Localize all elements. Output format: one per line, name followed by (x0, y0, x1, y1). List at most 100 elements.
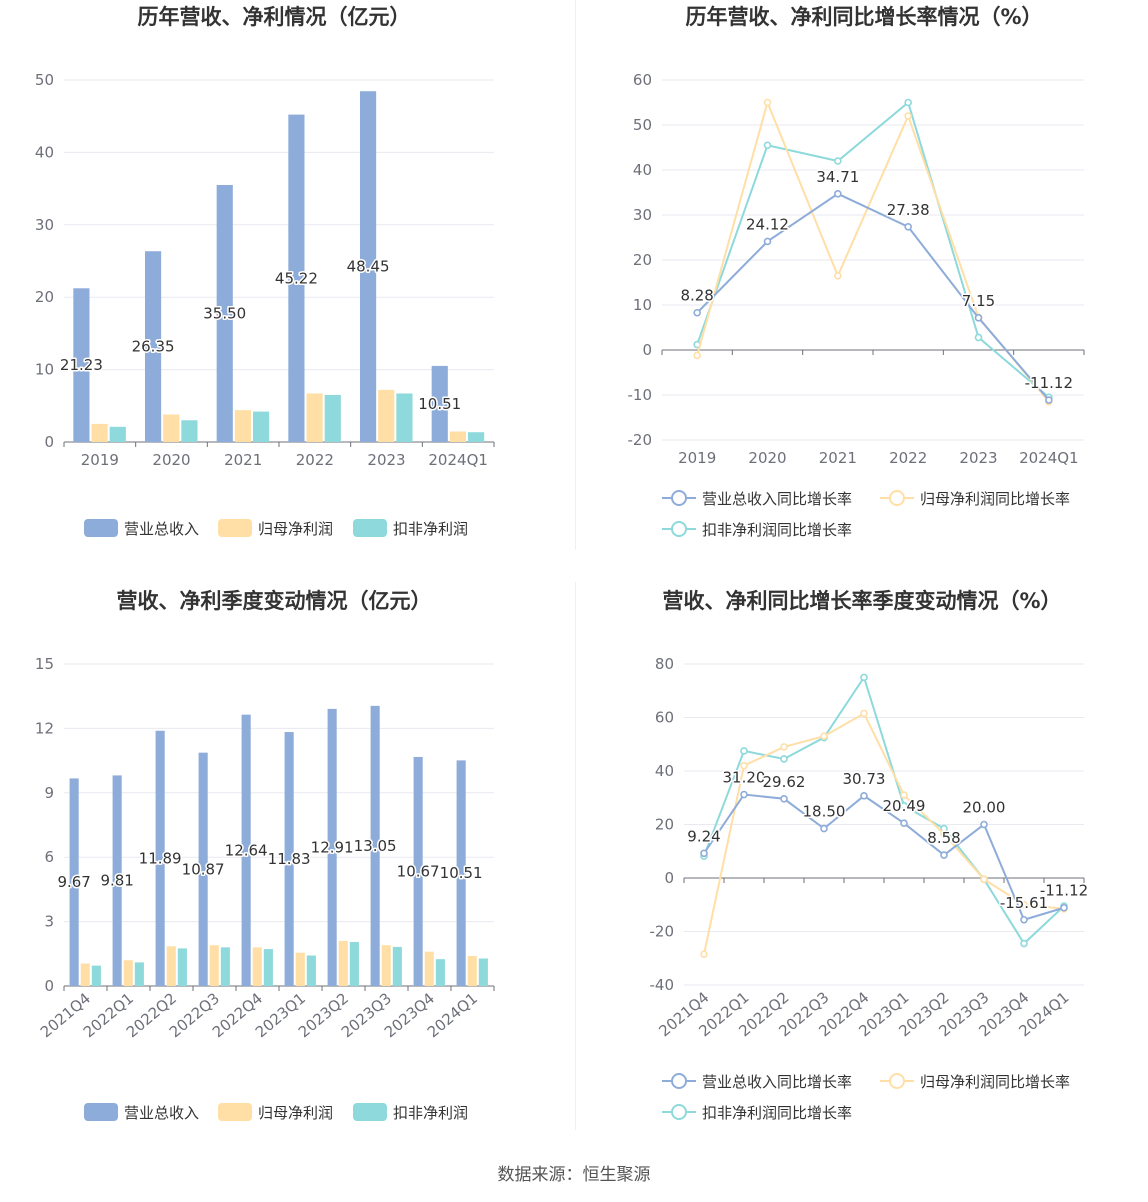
line-point (693, 351, 701, 360)
line-data-label: 34.71 (816, 168, 859, 186)
bar-revenue (241, 714, 251, 986)
bar-revenue (144, 251, 162, 442)
legend-label: 归母净利润同比增长率 (920, 1073, 1070, 1091)
legend-label: 归母净利润 (258, 520, 333, 538)
bar-data-label: 35.50 (203, 304, 246, 322)
bar-net-profit (123, 960, 133, 986)
line-point (740, 790, 748, 799)
y-tick-label: 0 (44, 977, 54, 995)
bar-net-profit (378, 389, 395, 442)
line-data-label: 20.00 (963, 799, 1006, 817)
legend-label: 营业总收入同比增长率 (702, 1073, 852, 1091)
legend-label: 归母净利润同比增长率 (920, 490, 1070, 508)
legend-marker (889, 1073, 905, 1089)
bar-net-profit (80, 963, 90, 986)
legend-label: 归母净利润 (258, 1104, 333, 1122)
x-tick-label: 2021 (224, 451, 262, 469)
legend-marker (671, 1073, 687, 1089)
bar-data-label: 10.87 (182, 860, 225, 878)
y-tick-label: 60 (655, 709, 674, 727)
bar-revenue (112, 775, 122, 986)
bar-revenue (198, 752, 208, 986)
line-point (900, 801, 908, 810)
annual-revenue-profit-chart: 历年营收、净利情况（亿元） 0 10 20 30 40 50 2019 2020 2021 2022… (0, 0, 574, 580)
line-data-label: -11.12 (1025, 374, 1073, 392)
line-point (834, 157, 842, 165)
line-data-label: 31.20 (723, 769, 766, 787)
y-tick-label: 20 (35, 288, 54, 306)
line-point (940, 851, 948, 859)
y-tick-label: -20 (650, 923, 675, 941)
line-point (700, 849, 708, 858)
bar-deducted-profit (181, 420, 198, 442)
x-tick-label: 2023 (959, 449, 997, 467)
y-tick-label: 9 (44, 784, 54, 802)
legend-swatch (218, 1103, 252, 1121)
line-data-label: 8.58 (927, 829, 960, 847)
line-data-label: 29.62 (763, 773, 806, 791)
line-point (974, 314, 983, 322)
line-point (940, 830, 948, 838)
y-tick-label: 80 (655, 655, 674, 673)
bar-revenue (69, 778, 79, 986)
legend-label: 扣非净利润同比增长率 (702, 521, 852, 539)
line-data-label: -15.61 (1000, 894, 1048, 912)
y-tick-label: 30 (35, 216, 54, 234)
bar-data-label: 9.67 (57, 873, 90, 891)
panel-separator-top (575, 0, 576, 550)
line-deducted-profit-growth (703, 675, 1065, 946)
panel-separator-bottom (575, 582, 576, 1130)
legend-swatch (84, 519, 118, 537)
bar-net-profit (424, 951, 434, 986)
bar-deducted-profit (324, 394, 341, 442)
legend-swatch (84, 1103, 118, 1121)
bar-data-label: 48.45 (347, 258, 390, 276)
line-data-label: 24.12 (746, 215, 789, 233)
y-tick-label: 0 (642, 341, 652, 359)
legend-swatch (353, 1103, 387, 1121)
line-point (974, 333, 983, 342)
bar-deducted-profit (220, 947, 230, 986)
line-point (1060, 903, 1068, 912)
bar-net-profit (209, 945, 219, 986)
line-point (740, 761, 748, 770)
x-tick-label: 2022 (889, 449, 927, 467)
bar-net-profit (338, 940, 348, 986)
legend-label: 扣非净利润同比增长率 (702, 1104, 852, 1122)
y-tick-label: 50 (633, 116, 652, 134)
x-tick-label: 2020 (152, 451, 190, 469)
bar-deducted-profit (435, 959, 445, 986)
bar-revenue (431, 365, 448, 442)
bar-net-profit (467, 955, 477, 986)
x-tick-label: 2019 (81, 451, 119, 469)
y-tick-label: -10 (628, 386, 653, 404)
bar-net-profit (163, 414, 180, 442)
legend-marker (671, 521, 687, 537)
line-point (860, 709, 868, 718)
bar-deducted-profit (109, 426, 126, 442)
bar-data-label: 21.23 (60, 356, 103, 374)
x-tick-label: 2019 (678, 449, 716, 467)
legend-swatch (218, 519, 252, 537)
y-tick-label: 12 (35, 719, 54, 737)
bar-deducted-profit (263, 949, 273, 986)
line-point (693, 308, 701, 317)
line-point (904, 112, 912, 120)
y-tick-label: 60 (633, 71, 652, 89)
bar-net-profit (252, 947, 262, 986)
line-data-label: 8.28 (680, 287, 713, 305)
bar-revenue (216, 184, 233, 443)
bar-revenue (359, 91, 377, 443)
bar-net-profit (166, 946, 176, 986)
legend-label: 营业总收入 (124, 520, 199, 538)
bar-net-profit (449, 431, 467, 442)
legend-label: 扣非净利润 (393, 520, 468, 538)
line-point (834, 271, 842, 280)
line-net-profit-growth (696, 99, 1050, 403)
bar-deducted-profit (91, 965, 101, 986)
legend-label: 营业总收入同比增长率 (702, 490, 852, 508)
line-deducted-profit-growth (696, 100, 1050, 399)
line-point (1045, 396, 1053, 404)
bar-deducted-profit (134, 962, 144, 986)
bar-revenue (456, 760, 466, 986)
